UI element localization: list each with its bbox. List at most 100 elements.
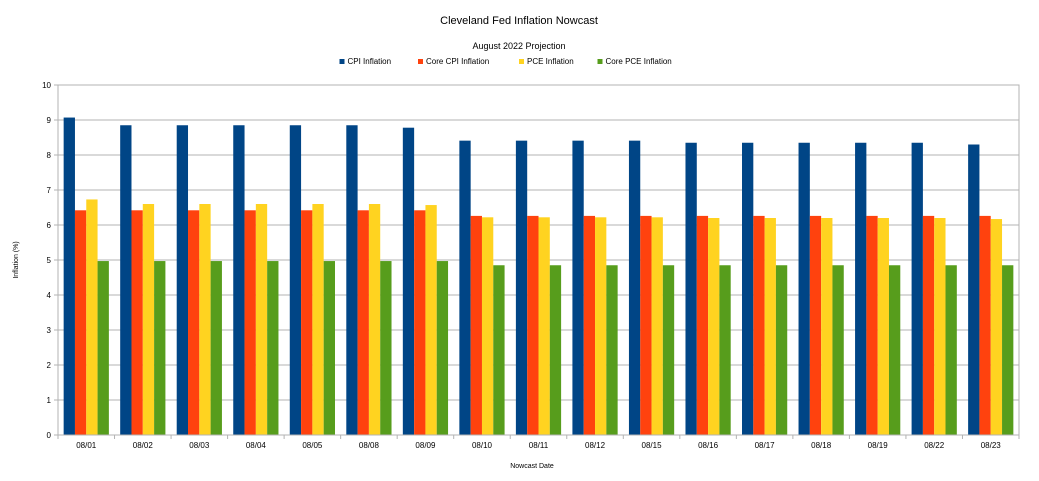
x-tick-label: 08/01: [76, 441, 97, 450]
x-tick-label: 08/09: [415, 441, 436, 450]
bar: [527, 215, 539, 435]
bar: [459, 140, 471, 435]
y-axis-label: Inflation (%): [13, 241, 20, 278]
plot-frame: [57, 84, 1020, 436]
y-tick-label: 3: [47, 326, 52, 335]
bar: [866, 215, 878, 435]
bar: [267, 261, 279, 435]
bar: [606, 265, 618, 435]
bar: [764, 218, 776, 435]
legend-swatch: [519, 59, 524, 64]
bar: [719, 265, 731, 435]
bar: [346, 125, 358, 435]
bar: [210, 261, 222, 435]
bar: [301, 210, 313, 435]
bar: [86, 199, 98, 435]
bar: [990, 219, 1003, 435]
bar: [832, 265, 844, 435]
chart-subtitle: August 2022 Projection: [472, 41, 565, 51]
legend-label: Core PCE Inflation: [606, 57, 672, 66]
bar: [425, 205, 437, 435]
x-tick-label: 08/19: [868, 441, 889, 450]
legend-swatch: [597, 59, 603, 64]
x-tick-label: 08/23: [981, 441, 1002, 450]
bar: [188, 210, 200, 435]
bar: [595, 217, 607, 435]
bar: [312, 204, 324, 435]
bar: [945, 265, 957, 435]
x-tick-label: 08/17: [755, 441, 776, 450]
bar: [583, 215, 596, 435]
bar: [753, 215, 765, 435]
bar: [357, 210, 369, 435]
bar: [131, 210, 143, 435]
bar: [244, 210, 256, 435]
bar: [696, 215, 709, 435]
bar: [968, 144, 980, 435]
bar: [821, 218, 833, 435]
bar: [662, 265, 675, 435]
bar: [538, 217, 550, 435]
bar: [97, 261, 109, 435]
bar: [685, 142, 697, 435]
bar: [233, 125, 245, 435]
x-tick-labels: 08/01 08/02 08/03 08/04 08/05 08/08 08/09 08/10…: [76, 441, 1001, 450]
bar: [572, 140, 584, 435]
x-tick-label: 08/02: [133, 441, 154, 450]
bar: [922, 215, 935, 435]
bar: [380, 261, 392, 435]
bar: [549, 265, 562, 435]
axes: [54, 84, 1020, 439]
bar: [154, 261, 166, 435]
bar: [798, 142, 810, 435]
bar: [289, 125, 302, 435]
x-tick-label: 08/11: [529, 441, 549, 450]
y-tick-label: 1: [47, 396, 52, 405]
x-tick-label: 08/16: [698, 441, 719, 450]
legend-label: PCE Inflation: [527, 57, 574, 66]
x-axis-label: Nowcast Date: [510, 463, 554, 470]
bar: [142, 204, 155, 435]
bar: [515, 140, 528, 435]
bar: [708, 218, 720, 435]
legend-swatch: [418, 59, 423, 64]
bar: [651, 217, 663, 435]
y-tick-label: 2: [47, 361, 52, 370]
bar: [742, 142, 754, 435]
bar: [402, 127, 415, 435]
bar: [481, 217, 494, 435]
bar: [979, 215, 991, 435]
bar: [323, 261, 335, 435]
bar: [888, 265, 901, 435]
bar: [199, 204, 211, 435]
x-tick-label: 08/12: [585, 441, 606, 450]
y-tick-label: 9: [47, 116, 52, 125]
bar: [1002, 265, 1014, 435]
bar: [63, 117, 75, 436]
legend-label: CPI Inflation: [348, 57, 392, 66]
bar: [855, 142, 867, 435]
bar: [934, 218, 946, 435]
bar: [368, 204, 381, 435]
bar: [809, 215, 822, 435]
y-tick-label: 8: [47, 151, 52, 160]
bar: [414, 210, 426, 435]
x-tick-label: 08/05: [302, 441, 323, 450]
y-tick-labels: 0 1 2 3 4 5 6 7 8 9 10: [42, 81, 51, 440]
x-tick-label: 08/03: [189, 441, 210, 450]
bar: [628, 140, 641, 435]
x-tick-label: 08/10: [472, 441, 493, 450]
bars: [63, 117, 1014, 436]
bar: [911, 142, 923, 435]
y-tick-label: 4: [47, 291, 52, 300]
x-tick-label: 08/15: [642, 441, 663, 450]
bar: [436, 261, 449, 435]
x-tick-label: 08/18: [811, 441, 832, 450]
bar: [74, 210, 87, 435]
chart-title: Cleveland Fed Inflation Nowcast: [440, 15, 598, 27]
bar: [120, 125, 132, 435]
y-tick-label: 7: [47, 186, 52, 195]
legend-swatch: [339, 59, 345, 64]
bar: [640, 215, 652, 435]
